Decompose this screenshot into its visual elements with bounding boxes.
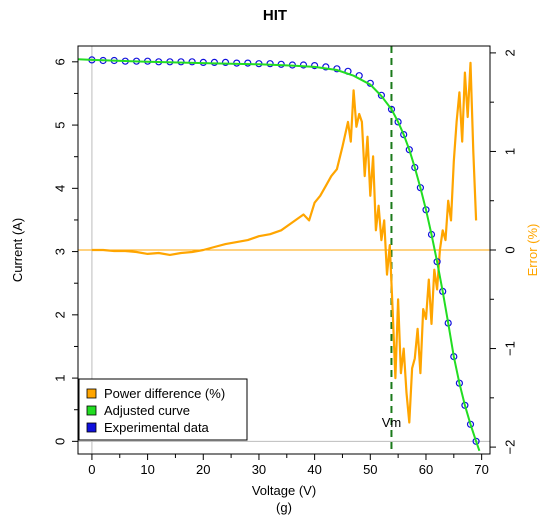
legend: Power difference (%) Adjusted curve Expe…: [78, 378, 248, 441]
vm-label: Vm: [382, 415, 402, 430]
x-axis-label: Voltage (V): [252, 483, 316, 498]
x-tick-label: 40: [307, 462, 321, 477]
legend-swatch-experimental: [86, 422, 97, 433]
y2-axis: −2 −1 0 1 2: [490, 49, 518, 455]
y2-axis-label: Error (%): [525, 224, 540, 277]
experimental-point: [221, 58, 230, 67]
experimental-point: [311, 61, 319, 70]
chart-title: HIT: [263, 7, 287, 24]
y-tick-label: 3: [53, 248, 68, 255]
series-line-power-difference: [91, 61, 478, 424]
y-tick-label: 4: [53, 185, 68, 192]
legend-label-experimental: Experimental data: [104, 420, 210, 435]
series-line-adjusted-curve: [77, 58, 481, 452]
x-tick-label: 70: [474, 462, 488, 477]
y-tick-label: 1: [53, 374, 68, 381]
y2-tick-label: 2: [503, 49, 518, 56]
legend-item-power: Power difference (%): [86, 386, 225, 401]
legend-swatch-adjusted: [86, 405, 97, 416]
y2-tick-label: −1: [503, 341, 518, 356]
caption-label: (g): [276, 500, 292, 515]
x-axis: 0 10 20 30 40 50 60 70: [88, 454, 489, 477]
experimental-point: [394, 118, 402, 126]
y2-tick-label: −2: [503, 440, 518, 455]
experimental-point: [322, 63, 330, 71]
y-tick-label: 0: [53, 438, 68, 445]
y-axis-label: Current (A): [10, 218, 25, 282]
x-tick-label: 0: [88, 462, 95, 477]
series-layer: [77, 46, 490, 454]
y-tick-label: 2: [53, 311, 68, 318]
legend-item-experimental: Experimental data: [86, 420, 210, 435]
y-tick-label: 6: [53, 58, 68, 65]
experimental-point: [400, 131, 408, 139]
x-tick-label: 60: [419, 462, 433, 477]
legend-item-adjusted: Adjusted curve: [86, 403, 190, 418]
y-tick-label: 5: [53, 121, 68, 128]
x-tick-label: 10: [140, 462, 154, 477]
y2-tick-label: 1: [503, 148, 518, 155]
y-axis: 0 1 2 3 4 5 6: [53, 58, 78, 445]
legend-label-power: Power difference (%): [104, 386, 225, 401]
x-tick-label: 20: [196, 462, 210, 477]
legend-box: [78, 378, 248, 441]
legend-swatch-power: [86, 388, 97, 399]
experimental-point: [387, 105, 396, 113]
x-tick-label: 50: [363, 462, 377, 477]
x-tick-label: 30: [252, 462, 266, 477]
y2-tick-label: 0: [503, 246, 518, 253]
experimental-point: [377, 91, 385, 99]
experimental-point: [299, 61, 308, 69]
legend-label-adjusted: Adjusted curve: [104, 403, 190, 418]
